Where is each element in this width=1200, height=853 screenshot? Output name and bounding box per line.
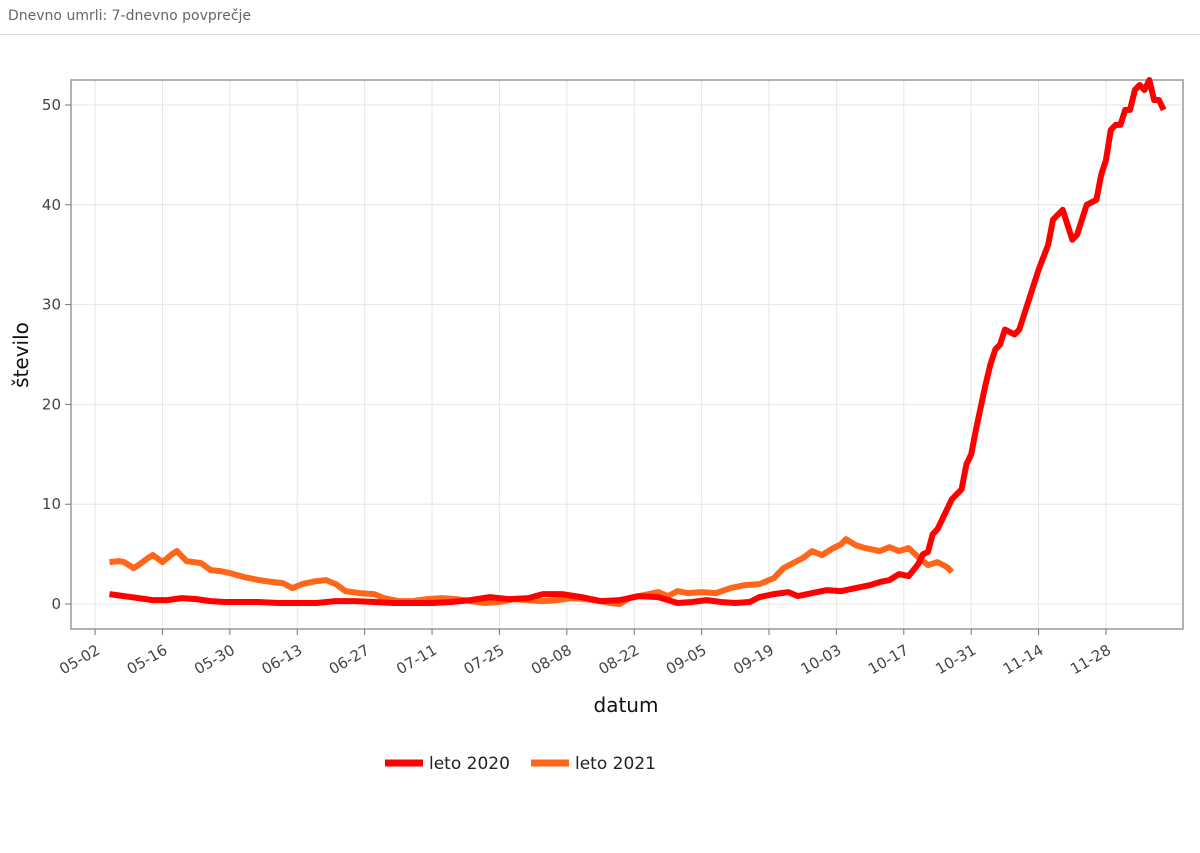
series-layer [109, 77, 1167, 607]
series-line [109, 77, 1167, 606]
x-tick-label: 07-11 [393, 641, 440, 678]
x-tick-label: 08-08 [528, 641, 575, 678]
x-tick-label: 07-25 [461, 641, 508, 678]
legend-item[interactable]: leto 2021 [531, 754, 656, 774]
y-tick-label: 30 [42, 296, 61, 314]
x-tick-label: 10-03 [798, 641, 845, 678]
y-axis-title: število [9, 322, 33, 388]
x-gridlines [94, 80, 1107, 629]
x-axis-ticks: 05-02 05-16 05-30 06-13 06-27 07-11 07-25 08-08… [56, 629, 1114, 678]
y-gridlines [71, 104, 1183, 605]
y-tick-label: 40 [42, 196, 61, 214]
x-tick-label: 11-14 [1000, 641, 1047, 678]
panel-header: Dnevno umrli: 7-dnevno povprečje [0, 0, 1200, 35]
y-tick-label: 50 [42, 96, 61, 114]
x-tick-label: 09-19 [730, 641, 777, 678]
x-axis-title: datum [594, 693, 659, 717]
legend[interactable]: leto 2020 leto 2021 [385, 754, 656, 774]
x-tick-label: 08-22 [595, 641, 642, 678]
x-tick-label: 05-30 [191, 641, 238, 678]
panel-title: Dnevno umrli: 7-dnevno povprečje [8, 8, 252, 24]
x-tick-label: 11-28 [1067, 641, 1114, 678]
legend-label: leto 2020 [429, 754, 510, 774]
y-tick-label: 20 [42, 395, 61, 413]
x-tick-label: 05-02 [56, 641, 103, 678]
legend-label: leto 2021 [575, 754, 656, 774]
y-tick-label: 0 [51, 595, 61, 613]
x-tick-label: 10-31 [932, 641, 979, 678]
x-tick-label: 06-13 [258, 641, 305, 678]
y-tick-label: 10 [42, 495, 61, 513]
legend-item[interactable]: leto 2020 [385, 754, 510, 774]
x-tick-label: 09-05 [663, 641, 710, 678]
series-line [109, 536, 955, 607]
y-axis-ticks: 0 10 20 30 40 50 [42, 96, 71, 613]
x-tick-label: 05-16 [124, 641, 171, 678]
x-tick-label: 06-27 [326, 641, 373, 678]
plot-area-frame [70, 79, 1184, 630]
x-tick-label: 10-17 [865, 641, 912, 678]
